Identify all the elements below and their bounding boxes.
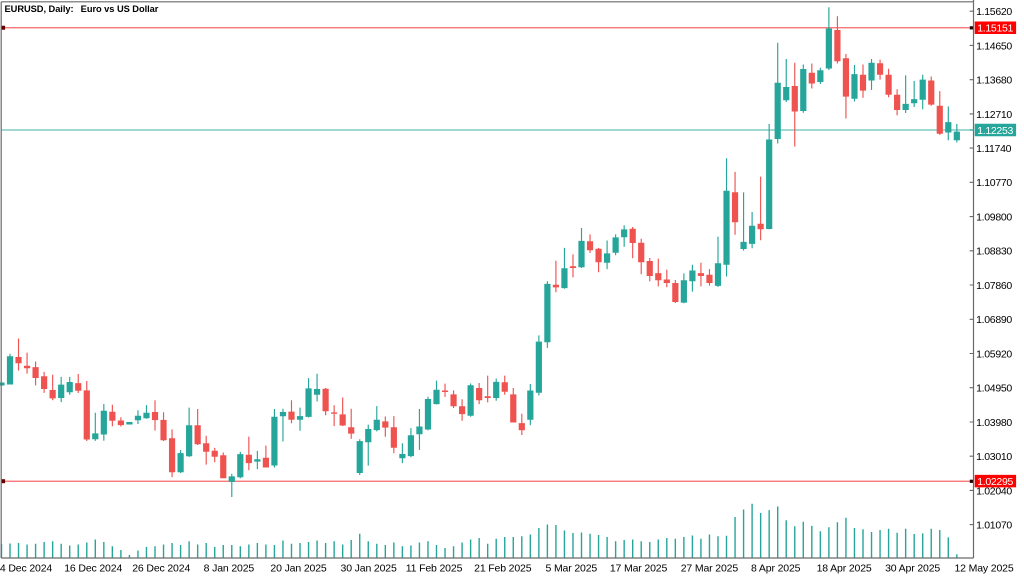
svg-text:12 May 2025: 12 May 2025 xyxy=(954,562,1013,574)
svg-text:1.10770: 1.10770 xyxy=(976,177,1012,189)
svg-text:30 Jan 2025: 30 Jan 2025 xyxy=(341,562,397,574)
svg-text:5 Mar 2025: 5 Mar 2025 xyxy=(545,562,597,574)
svg-text:20 Jan 2025: 20 Jan 2025 xyxy=(270,562,326,574)
svg-text:1.02295: 1.02295 xyxy=(977,476,1013,488)
svg-text:1.07860: 1.07860 xyxy=(976,280,1012,292)
svg-text:4 Dec 2024: 4 Dec 2024 xyxy=(0,562,52,574)
svg-text:30 Apr 2025: 30 Apr 2025 xyxy=(885,562,940,574)
svg-text:1.08830: 1.08830 xyxy=(976,246,1012,258)
svg-text:1.11740: 1.11740 xyxy=(976,143,1012,155)
svg-text:1.04950: 1.04950 xyxy=(976,383,1012,395)
svg-text:1.02040: 1.02040 xyxy=(976,485,1012,497)
svg-text:1.15620: 1.15620 xyxy=(976,6,1012,18)
svg-text:17 Mar 2025: 17 Mar 2025 xyxy=(610,562,668,574)
svg-text:1.06890: 1.06890 xyxy=(976,314,1012,326)
svg-text:1.12710: 1.12710 xyxy=(976,109,1012,121)
svg-text:16 Dec 2024: 16 Dec 2024 xyxy=(64,562,122,574)
svg-text:26 Dec 2024: 26 Dec 2024 xyxy=(132,562,190,574)
svg-text:1.05920: 1.05920 xyxy=(976,348,1012,360)
svg-text:1.13680: 1.13680 xyxy=(976,75,1012,87)
svg-text:1.15151: 1.15151 xyxy=(977,23,1013,35)
svg-text:1.01070: 1.01070 xyxy=(976,520,1012,532)
svg-text:27 Mar 2025: 27 Mar 2025 xyxy=(681,562,739,574)
svg-text:1.12253: 1.12253 xyxy=(977,125,1013,137)
svg-text:8 Apr 2025: 8 Apr 2025 xyxy=(751,562,801,574)
svg-text:18 Apr 2025: 18 Apr 2025 xyxy=(817,562,872,574)
svg-text:1.03010: 1.03010 xyxy=(976,451,1012,463)
svg-text:1.03980: 1.03980 xyxy=(976,417,1012,429)
svg-text:11 Feb 2025: 11 Feb 2025 xyxy=(406,562,463,574)
svg-text:1.09800: 1.09800 xyxy=(976,212,1012,224)
svg-text:1.14650: 1.14650 xyxy=(976,40,1012,52)
svg-text:21 Feb 2025: 21 Feb 2025 xyxy=(474,562,532,574)
svg-text:EURUSD, Daily: Euro vs US Dol: EURUSD, Daily: Euro vs US Dollar xyxy=(5,4,159,14)
svg-text:8 Jan 2025: 8 Jan 2025 xyxy=(204,562,255,574)
